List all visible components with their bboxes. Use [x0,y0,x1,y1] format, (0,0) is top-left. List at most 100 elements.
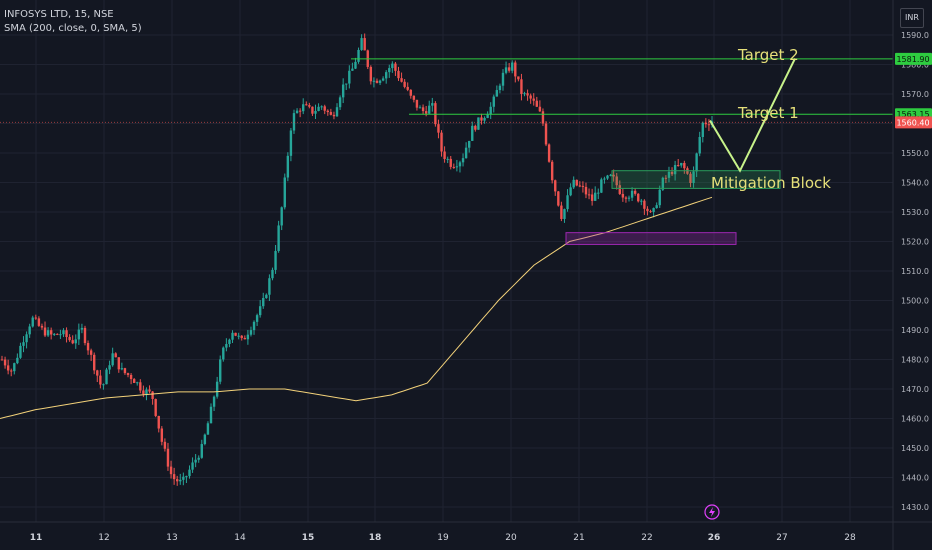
candle-body [320,106,323,108]
candle-body [311,106,314,114]
candle-body [280,207,283,226]
candle-body [71,340,74,344]
x-tick-label: 28 [844,533,856,543]
candle-body [37,318,41,326]
candle-body [572,179,575,188]
target2-price-badge-bg [895,52,932,65]
candle-body [704,122,708,125]
x-tick-label: 21 [573,533,584,543]
candle-body [56,333,59,335]
y-tick-label: 1590.0 [901,31,929,40]
candle-body [209,406,213,424]
candle-body [308,105,311,107]
candle-body [255,315,259,322]
candle-body [185,476,188,478]
candle-body [274,250,277,270]
candle-body [584,186,588,195]
candle-body [575,179,578,186]
candle-body [252,321,256,331]
candle-body [467,140,471,148]
candle-body [194,459,197,463]
candle-body [578,185,582,187]
candle-body [59,334,62,336]
x-tick-label: 15 [302,533,315,543]
indicator-label[interactable]: SMA (200, close, 0, SMA, 5) [4,23,142,34]
candle-body [206,423,210,435]
candle-body [68,337,71,341]
candle-body [566,195,569,210]
candle-body [197,457,200,460]
candle-body [707,124,711,126]
candle-body [474,125,477,130]
y-tick-label: 1440.0 [901,474,929,483]
candle-body [452,166,456,168]
candle-body [151,391,154,400]
candle-body [489,106,492,115]
candle-body [369,66,373,82]
y-tick-label: 1480.0 [901,356,929,365]
price-axis[interactable]: 1430.0 1440.0 1450.0 1460.0 1470.0 1480.0 1490… [892,0,932,550]
candle-body [424,111,428,114]
y-tick-label: 1540.0 [901,179,929,188]
candle-body [28,326,31,335]
candle-body [240,335,243,338]
candle-body [517,76,520,80]
candle-body [630,190,634,198]
candle-body [615,176,618,186]
candle-body [74,339,77,344]
candle-body [265,294,268,299]
candle-body [212,396,216,407]
y-tick-label: 1510.0 [901,267,929,276]
candle-body [262,298,265,307]
candle-body [142,390,145,395]
candle-body [621,193,625,198]
candle-body [215,381,219,397]
candle-body [219,359,222,382]
candle-body [535,100,539,107]
candle-body [43,327,47,336]
candle-body [581,185,585,187]
candle-body [403,81,406,87]
candle-body [228,339,231,345]
candle-body [544,123,548,145]
lightning-icon [709,507,715,517]
candle-body [179,479,182,482]
candle-body [246,334,250,340]
candle-body [348,70,351,84]
candle-body [415,99,419,108]
candle-body [689,173,692,184]
candle-body [148,389,151,392]
symbol-title[interactable]: INFOSYS LTD, 15, NSE [4,9,114,20]
candle-body [421,107,425,112]
y-tick-label: 1460.0 [901,415,929,424]
candle-body [80,327,84,330]
candle-body [486,114,489,118]
candle-body [627,197,631,199]
candle-body [225,344,228,348]
candle-body [446,158,449,160]
y-tick-label: 1550.0 [901,149,929,158]
last-price-badge-bg [895,116,932,129]
currency-label[interactable]: INR [900,8,924,28]
time-axis[interactable]: 11 12 13 14 15 18 19 20 21 22 26 27 28 [0,504,932,543]
candle-body [114,353,117,358]
candle-body [271,269,274,279]
candle-body [234,332,237,336]
candle-body [391,63,394,69]
candle-body [305,104,308,106]
candle-body [560,205,563,219]
candle-body [609,174,612,176]
candle-body [3,359,7,366]
candle-body [673,165,677,175]
candle-body [363,38,366,51]
candle-body [587,194,591,196]
x-tick-label: 11 [30,533,43,543]
candle-body [120,368,124,370]
candle-body [40,325,44,328]
candle-body [188,469,191,477]
candle-body [520,79,523,94]
candle-body [222,347,225,360]
candle-body [612,174,615,177]
candle-body [166,448,170,467]
